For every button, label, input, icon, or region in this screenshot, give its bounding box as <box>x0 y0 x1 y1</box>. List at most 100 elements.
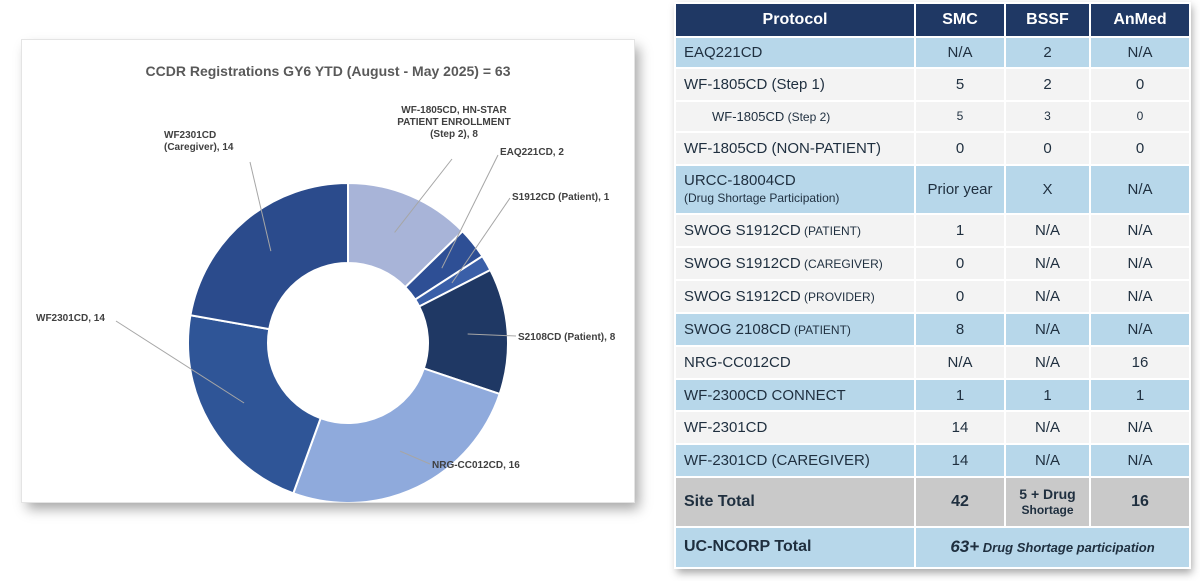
site-total-bssf-main: 5 + Drug <box>1019 485 1076 502</box>
table-row: WF-1805CD (Step 2) 5 3 0 <box>674 99 1191 133</box>
anmed-cell: N/A <box>1089 410 1191 446</box>
protocol-name-cell: WF-2301CD <box>674 410 916 446</box>
table-row: WF-2300CD CONNECT 1 1 1 <box>674 377 1191 413</box>
header-smc: SMC <box>914 2 1006 38</box>
site-total-label: Site Total <box>674 476 916 528</box>
table-row: SWOG S1912CD (PROVIDER) 0 N/A N/A <box>674 278 1191 314</box>
anmed-cell: N/A <box>1089 311 1191 347</box>
bssf-cell: N/A <box>1004 410 1091 446</box>
bssf-cell: X <box>1004 163 1091 215</box>
donut-slice <box>189 181 349 331</box>
bssf-cell: N/A <box>1004 344 1091 380</box>
bssf-cell: N/A <box>1004 278 1091 314</box>
protocol-name-cell: WF-2300CD CONNECT <box>674 377 916 413</box>
grand-total-sub: Drug Shortage participation <box>979 540 1155 556</box>
bssf-cell: 2 <box>1004 66 1091 102</box>
header-bssf: BSSF <box>1004 2 1091 38</box>
table-row: EAQ221CD N/A 2 N/A <box>674 36 1191 69</box>
anmed-cell: N/A <box>1089 245 1191 281</box>
leader-line <box>399 450 431 465</box>
leader-line <box>467 333 517 337</box>
header-anmed: AnMed <box>1089 2 1191 38</box>
bssf-cell: 2 <box>1004 36 1091 69</box>
slice-label: WF-1805CD, HN-STAR PATIENT ENROLLMENT (Ste… <box>397 105 511 140</box>
donut-slice <box>291 367 501 502</box>
smc-cell: 14 <box>914 443 1006 479</box>
anmed-cell: N/A <box>1089 443 1191 479</box>
protocol-name: NRG-CC012CD <box>684 353 791 371</box>
protocol-qualifier: (PROVIDER) <box>800 289 875 304</box>
anmed-cell: N/A <box>1089 163 1191 215</box>
anmed-cell: N/A <box>1089 36 1191 69</box>
table-row: SWOG S1912CD (CAREGIVER) 0 N/A N/A <box>674 245 1191 281</box>
grand-total-main: 63+ <box>950 537 980 557</box>
site-total-bssf-sub: Shortage <box>1021 502 1074 517</box>
protocol-name: WF-1805CD (NON-PATIENT) <box>684 139 881 157</box>
table-row: WF-1805CD (NON-PATIENT) 0 0 0 <box>674 130 1191 166</box>
slice-label: EAQ221CD, 2 <box>500 147 564 158</box>
protocol-name: WF-2300CD CONNECT <box>684 386 846 404</box>
site-total-smc: 42 <box>914 476 1006 528</box>
protocol-name-cell: WF-1805CD (Step 1) <box>674 66 916 102</box>
table-header-row: Protocol SMC BSSF AnMed <box>674 2 1191 38</box>
protocol-name-cell: WF-1805CD (NON-PATIENT) <box>674 130 916 166</box>
anmed-cell: 1 <box>1089 377 1191 413</box>
smc-cell: 0 <box>914 130 1006 166</box>
smc-cell: 5 <box>914 99 1006 133</box>
site-total-bssf-cell: 5 + Drug Shortage <box>1004 476 1091 528</box>
smc-cell: 1 <box>914 212 1006 248</box>
protocol-name-cell: WF-1805CD (Step 2) <box>674 99 916 133</box>
protocol-name-cell: WF-2301CD (CAREGIVER) <box>674 443 916 479</box>
smc-cell: 8 <box>914 311 1006 347</box>
protocol-name: SWOG S1912CD <box>684 221 801 239</box>
protocol-name-cell: URCC-18004CD (Drug Shortage Participation… <box>674 163 916 215</box>
protocol-name: SWOG S1912CD <box>684 254 801 272</box>
protocol-name: WF-2301CD <box>684 419 768 437</box>
protocol-qualifier: (CAREGIVER) <box>800 256 883 271</box>
grand-total-label: UC-NCORP Total <box>674 525 916 570</box>
protocol-name: SWOG 2108CD <box>684 320 791 338</box>
anmed-cell: 16 <box>1089 344 1191 380</box>
slice-label: WF2301CD (Caregiver), 14 <box>164 130 234 153</box>
table-row: WF-2301CD (CAREGIVER) 14 N/A N/A <box>674 443 1191 479</box>
anmed-cell: 0 <box>1089 130 1191 166</box>
table-row: URCC-18004CD (Drug Shortage Participation… <box>674 163 1191 215</box>
table-row: SWOG S1912CD (PATIENT) 1 N/A N/A <box>674 212 1191 248</box>
donut-slice <box>187 314 322 495</box>
smc-cell: 0 <box>914 278 1006 314</box>
table-row: NRG-CC012CD N/A N/A 16 <box>674 344 1191 380</box>
leader-line <box>394 158 453 233</box>
donut-chart: CCDR Registrations GY6 YTD (August - May… <box>36 63 616 502</box>
protocol-name: WF-1805CD (Step 1) <box>684 75 825 93</box>
slice-label: S1912CD (Patient), 1 <box>512 192 610 203</box>
bssf-cell: 3 <box>1004 99 1091 133</box>
protocol-qualifier: (PATIENT) <box>790 322 851 337</box>
smc-cell: 14 <box>914 410 1006 446</box>
anmed-cell: 0 <box>1089 99 1191 133</box>
anmed-cell: N/A <box>1089 212 1191 248</box>
smc-cell: 0 <box>914 245 1006 281</box>
protocol-table-container: Protocol SMC BSSF AnMed EAQ221CD N/A 2 N/A W… <box>674 2 1191 570</box>
smc-cell: Prior year <box>914 163 1006 215</box>
protocol-name: URCC-18004CD <box>684 172 796 190</box>
leader-line <box>115 320 245 404</box>
protocol-name-cell: SWOG S1912CD (PROVIDER) <box>674 278 916 314</box>
protocol-name: EAQ221CD <box>684 43 763 61</box>
leader-line <box>441 154 499 269</box>
protocol-name-cell: SWOG S1912CD (PATIENT) <box>674 212 916 248</box>
leader-line <box>451 197 511 284</box>
bssf-cell: N/A <box>1004 311 1091 347</box>
smc-cell: 5 <box>914 66 1006 102</box>
table-row: WF-2301CD 14 N/A N/A <box>674 410 1191 446</box>
protocol-name-cell: EAQ221CD <box>674 36 916 69</box>
slice-label: NRG-CC012CD, 16 <box>432 460 520 471</box>
site-total-row: Site Total 42 5 + Drug Shortage 16 <box>674 476 1191 528</box>
grand-total-row: UC-NCORP Total 63+ Drug Shortage particip… <box>674 525 1191 570</box>
protocol-name: WF-1805CD <box>712 108 785 124</box>
protocol-table: Protocol SMC BSSF AnMed EAQ221CD N/A 2 N/A W… <box>674 2 1191 570</box>
protocol-name-cell: SWOG 2108CD (PATIENT) <box>674 311 916 347</box>
table-row: SWOG 2108CD (PATIENT) 8 N/A N/A <box>674 311 1191 347</box>
protocol-name: WF-2301CD (CAREGIVER) <box>684 452 870 470</box>
protocol-name-cell: NRG-CC012CD <box>674 344 916 380</box>
donut-chart-card: CCDR Registrations GY6 YTD (August - May… <box>22 40 634 502</box>
